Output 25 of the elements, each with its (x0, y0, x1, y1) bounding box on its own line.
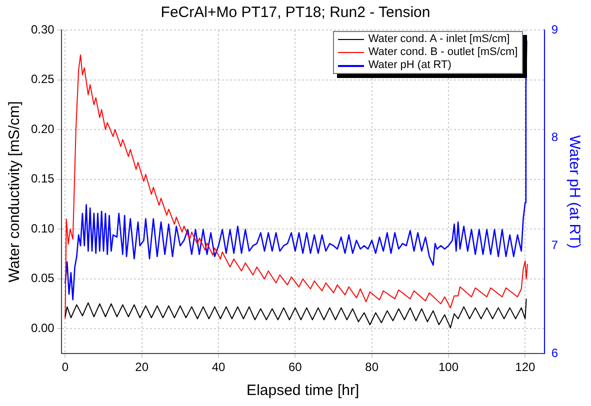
x-axis-title: Elapsed time [hr] (246, 382, 360, 400)
y2-tick-label: 6 (551, 346, 558, 360)
y-tick-label: 0.05 (30, 271, 55, 286)
y-tick-label: 0.00 (30, 321, 55, 336)
y-tick-label: 0.20 (30, 122, 55, 136)
y2-tick-label: 9 (551, 22, 558, 36)
y2-tick-label: 8 (551, 130, 558, 144)
x-tick-label: 20 (135, 360, 149, 374)
chart-title: FeCrAl+Mo PT17, PT18; Run2 - Tension (160, 4, 432, 21)
y-tick-label: 0.15 (30, 172, 55, 186)
legend-label: Water cond. A - inlet [mS/cm] (368, 33, 510, 46)
y-tick-label: 0.10 (30, 221, 55, 236)
y-tick-label: 0.30 (30, 22, 55, 36)
y-axis-title: Water conductivity [mS/cm] (6, 101, 24, 282)
y2-axis-title: Water pH (at RT) (566, 135, 583, 248)
x-tick-label: 0 (62, 360, 69, 374)
x-tick-label: 100 (438, 360, 459, 374)
x-tick-label: 40 (212, 360, 226, 374)
x-tick-label: 80 (365, 360, 379, 374)
x-tick-label: 60 (288, 360, 302, 374)
legend-label: Water pH (at RT) (368, 59, 452, 72)
y2-tick-label: 7 (551, 238, 558, 252)
legend-label: Water cond. B - outlet [mS/cm] (368, 46, 518, 59)
x-tick-label: 120 (515, 360, 536, 374)
y-tick-label: 0.25 (30, 72, 55, 86)
